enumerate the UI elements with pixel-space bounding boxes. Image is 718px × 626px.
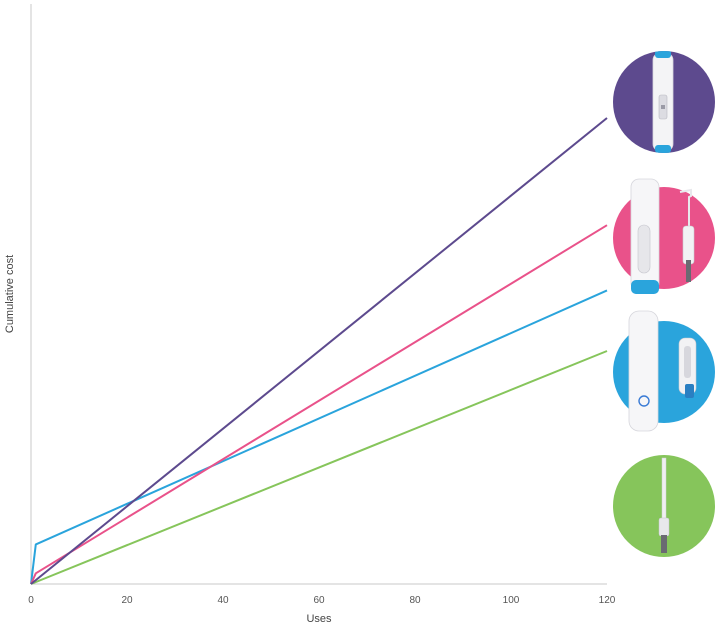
series-line-4 bbox=[30, 350, 608, 585]
purple-pen-device-icon bbox=[613, 51, 715, 153]
x-tick-label-100: 100 bbox=[503, 595, 520, 606]
x-tick-label-20: 20 bbox=[121, 595, 133, 606]
x-tick-label-40: 40 bbox=[217, 595, 229, 606]
x-tick-label-0: 0 bbox=[28, 595, 34, 606]
pink-device-with-applicator-icon bbox=[613, 178, 715, 294]
x-tick-label-80: 80 bbox=[409, 595, 421, 606]
y-axis-title: Cumulative cost bbox=[4, 255, 16, 333]
series-line-3 bbox=[30, 289, 608, 585]
series-line-1 bbox=[30, 117, 608, 585]
x-tick-label-60: 60 bbox=[313, 595, 325, 606]
x-tick-labels: 0 20 40 60 80 100 120 bbox=[28, 595, 616, 606]
blue-device-with-cartridge-icon bbox=[613, 310, 715, 432]
series-line-2 bbox=[30, 224, 608, 585]
x-axis-title: Uses bbox=[306, 613, 332, 625]
x-tick-label-120: 120 bbox=[599, 595, 616, 606]
green-applicator-icon bbox=[613, 455, 715, 557]
series-lines bbox=[30, 117, 608, 585]
